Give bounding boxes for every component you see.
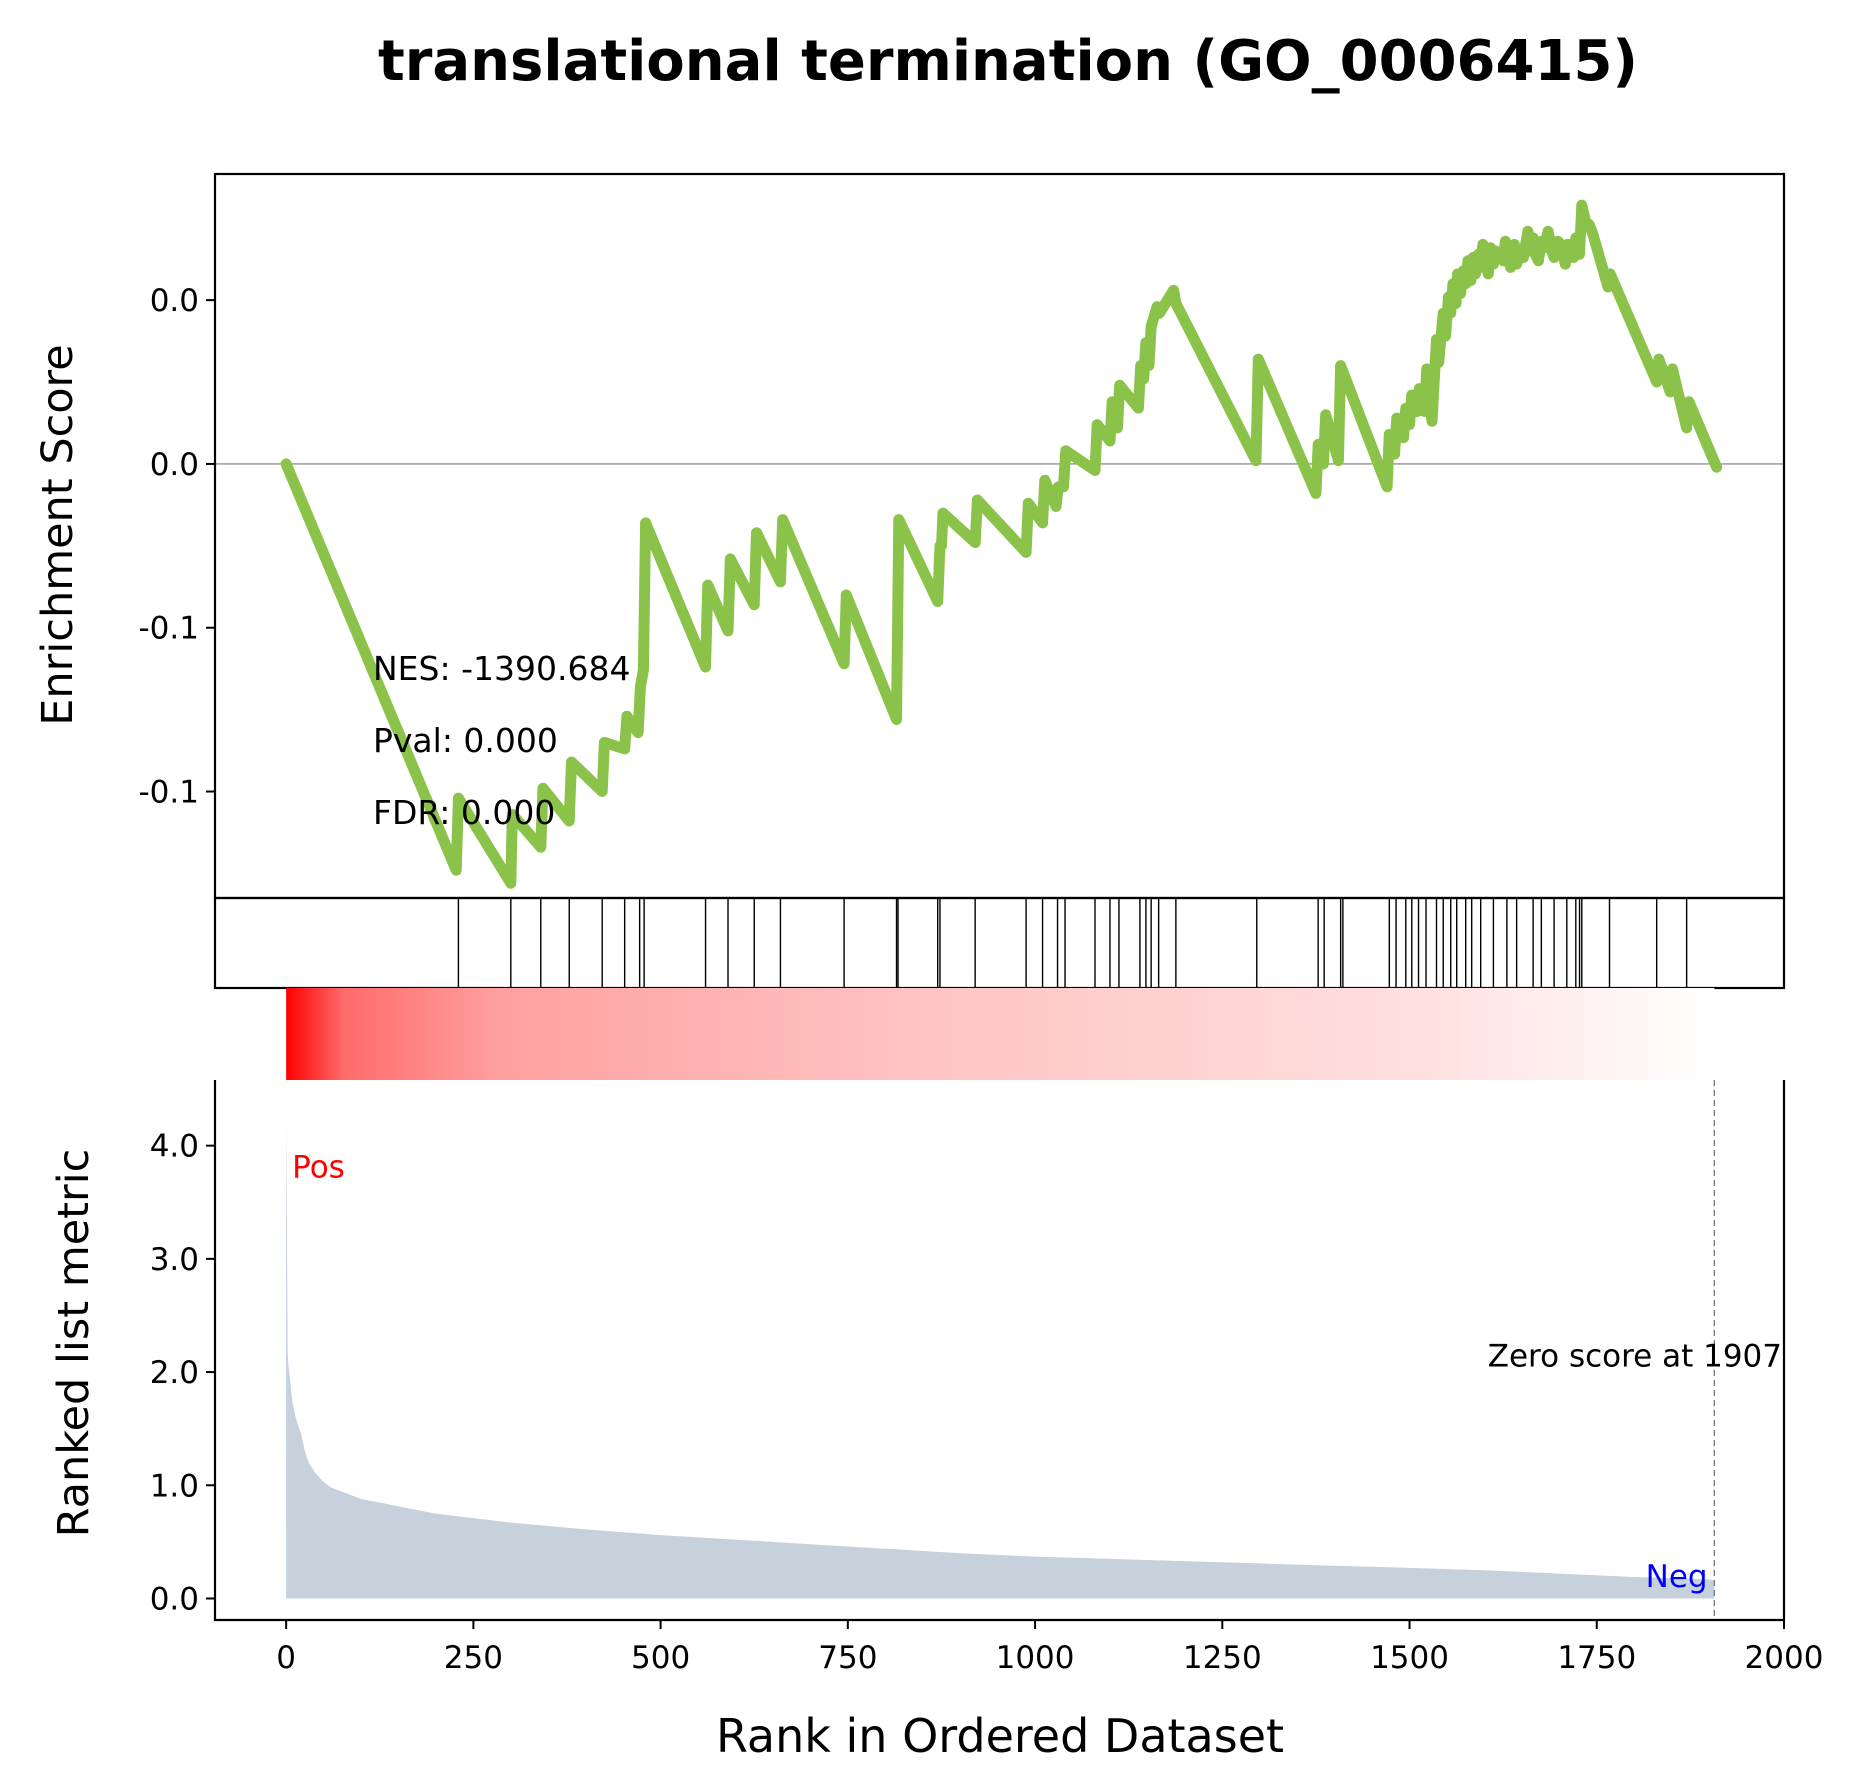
x-tick-label: 750 (818, 1640, 877, 1676)
pval-stat: Pval: 0.000 (373, 721, 558, 760)
neg-label: Neg (1646, 1559, 1708, 1595)
es-axes-frame (213, 172, 1786, 900)
metric-x-ticks: 0 250 500 750 1000 1250 1500 1750 2000 (276, 1620, 1823, 1676)
hits-axes-frame (213, 896, 1786, 990)
nes-stat: NES: -1390.684 (373, 649, 630, 688)
x-tick-label: 2000 (1745, 1640, 1824, 1676)
ranked-metric-panel: 0.0 1.0 2.0 3.0 4.0 0 250 500 750 1000 1250 1500 17… (49, 1080, 1823, 1763)
es-series-line (280, 199, 1723, 889)
es-y-ticks: 0.0 0.0 -0.1 -0.1 (139, 283, 215, 811)
hit-ticks (457, 898, 1688, 988)
es-y-tick-label: -0.1 (139, 775, 200, 811)
ranked-metric-area (286, 1123, 1715, 1599)
x-tick-label: 250 (444, 1640, 503, 1676)
metric-y-tick-label: 4.0 (150, 1129, 199, 1165)
hit-ticks-panel (213, 896, 1786, 990)
x-tick-label: 1750 (1557, 1640, 1636, 1676)
es-y-tick-label: 0.0 (150, 447, 199, 483)
metric-y-axis-label: Ranked list metric (49, 1149, 99, 1538)
x-tick-label: 0 (276, 1640, 296, 1676)
es-y-axis-label: Enrichment Score (33, 344, 83, 726)
pos-label: Pos (292, 1149, 345, 1185)
fdr-stat: FDR: 0.000 (373, 793, 555, 832)
metric-axes-frame (213, 1080, 1786, 1622)
chart-title: translational termination (GO_0006415) (378, 29, 1638, 94)
metric-y-tick-label: 1.0 (150, 1468, 199, 1504)
metric-y-tick-label: 0.0 (150, 1581, 199, 1617)
metric-y-tick-label: 2.0 (150, 1355, 199, 1391)
metric-y-tick-label: 3.0 (150, 1242, 199, 1278)
x-tick-label: 1000 (996, 1640, 1075, 1676)
x-tick-label: 500 (631, 1640, 690, 1676)
x-tick-label: 1250 (1183, 1640, 1262, 1676)
rank-colorbar (286, 988, 1715, 1080)
x-tick-label: 1500 (1370, 1640, 1449, 1676)
rank-colorbar-panel (286, 988, 1715, 1080)
es-y-tick-label: 0.0 (150, 283, 199, 319)
x-axis-label: Rank in Ordered Dataset (716, 1709, 1284, 1763)
metric-y-ticks: 0.0 1.0 2.0 3.0 4.0 (150, 1129, 215, 1617)
es-y-tick-label: -0.1 (139, 611, 200, 647)
enrichment-score-panel: 0.0 0.0 -0.1 -0.1 Enrichment Score NES: -13… (33, 172, 1786, 900)
zero-score-label: Zero score at 1907 (1488, 1338, 1782, 1374)
